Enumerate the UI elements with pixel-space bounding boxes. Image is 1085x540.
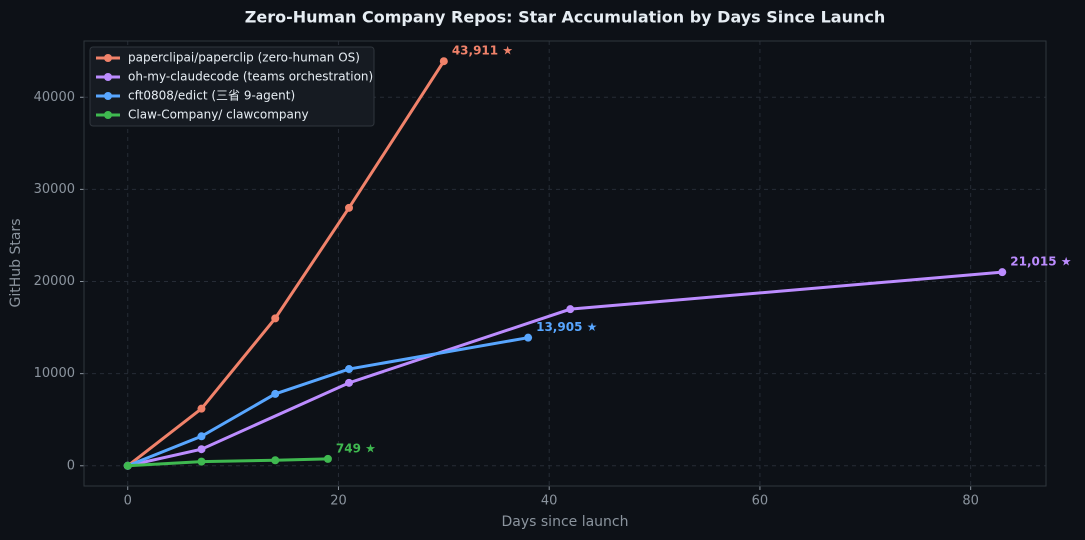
data-label: 749 ★ <box>336 441 376 455</box>
legend-marker <box>104 73 112 81</box>
legend-marker <box>104 54 112 62</box>
legend-label: paperclipai/paperclip (zero-human OS) <box>128 51 360 65</box>
data-point <box>197 445 206 454</box>
legend-label: oh-my-claudecode (teams orchestration) <box>128 70 373 84</box>
data-point <box>271 456 280 465</box>
data-point <box>323 454 332 463</box>
legend-marker <box>104 111 112 119</box>
data-point <box>197 432 206 441</box>
data-label: 21,015 ★ <box>1010 255 1071 269</box>
y-tick-label: 20000 <box>34 274 75 289</box>
y-tick-label: 30000 <box>34 182 75 197</box>
x-axis-label: Days since launch <box>502 514 629 530</box>
data-point <box>344 203 353 212</box>
data-point <box>566 305 575 314</box>
data-point <box>998 268 1007 277</box>
x-tick-label: 60 <box>752 494 769 509</box>
legend-box <box>89 46 375 127</box>
legend-label: Claw-Company/ clawcompany <box>128 108 309 122</box>
legend-label: cft0808/edict (三省 9-agent) <box>128 89 295 103</box>
x-tick-label: 20 <box>330 494 347 509</box>
chart-title: Zero-Human Company Repos: Star Accumulat… <box>245 8 885 27</box>
data-point <box>524 333 533 342</box>
data-point <box>439 57 448 66</box>
legend-marker <box>104 92 112 100</box>
y-tick-label: 10000 <box>34 366 75 381</box>
data-label: 43,911 ★ <box>452 44 513 58</box>
data-point <box>344 378 353 387</box>
y-axis-label: GitHub Stars <box>8 219 24 308</box>
data-point <box>197 457 206 466</box>
data-point <box>271 314 280 323</box>
data-point <box>197 404 206 413</box>
series-line <box>127 457 328 468</box>
data-point <box>123 461 132 470</box>
data-point <box>271 389 280 398</box>
y-tick-label: 40000 <box>34 90 75 105</box>
x-tick-label: 0 <box>124 494 132 509</box>
y-tick-label: 0 <box>67 458 75 473</box>
x-tick-label: 40 <box>541 494 558 509</box>
x-tick-label: 80 <box>962 494 979 509</box>
data-point <box>344 365 353 374</box>
data-label: 13,905 ★ <box>536 320 597 334</box>
plot-frame <box>83 40 1047 487</box>
